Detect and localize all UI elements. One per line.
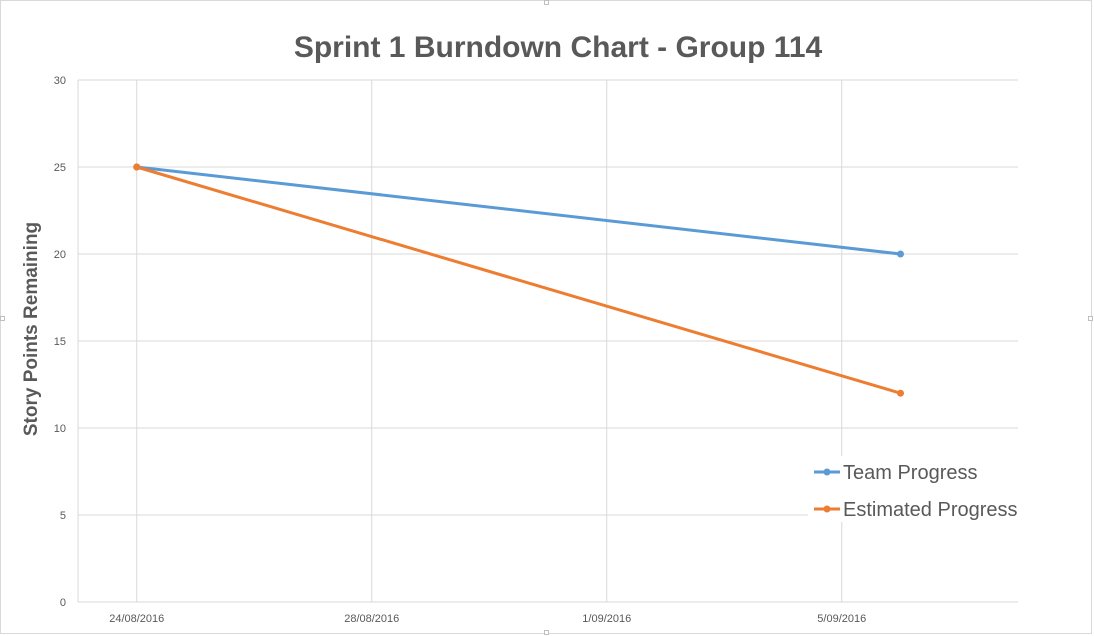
team-progress-point (897, 250, 904, 258)
y-tick-label: 25 (54, 162, 66, 174)
legend-marker-estimated-progress (823, 505, 831, 513)
legend-label-team-progress: Team Progress (843, 462, 978, 484)
axes (77, 80, 1018, 603)
resize-handle-left[interactable] (0, 316, 5, 321)
y-tick-label: 15 (54, 336, 66, 348)
estimated-progress-point (133, 163, 141, 171)
gridlines (78, 79, 1018, 602)
y-tick-label: 5 (60, 510, 66, 522)
resize-handle-top[interactable] (544, 0, 549, 5)
y-tick-labels: 0 5 10 15 20 25 30 (54, 75, 66, 609)
legend-marker-team-progress (823, 468, 831, 476)
estimated-progress-line (136, 165, 901, 395)
y-axis-label: Story Points Remaining (21, 222, 42, 436)
x-tick-label: 24/08/2016 (109, 613, 164, 625)
chart-title: Sprint 1 Burndown Chart - Group 114 (294, 31, 823, 64)
y-tick-label: 0 (60, 597, 66, 609)
resize-handle-bottom[interactable] (544, 630, 549, 635)
y-tick-label: 30 (54, 75, 66, 87)
legend-background (808, 456, 1048, 522)
x-tick-labels: 24/08/2016 28/08/2016 1/09/2016 5/09/2016 (109, 613, 866, 625)
team-progress-line (136, 165, 901, 256)
legend: Team Progress Estimated Progress (808, 456, 1048, 522)
resize-handle-right[interactable] (1088, 316, 1093, 321)
data-series (133, 163, 904, 397)
legend-label-estimated-progress: Estimated Progress (843, 499, 1018, 521)
y-tick-label: 10 (54, 423, 66, 435)
x-tick-label: 5/09/2016 (817, 613, 866, 625)
x-tick-label: 1/09/2016 (582, 613, 631, 625)
y-tick-label: 20 (54, 249, 66, 261)
x-tick-label: 28/08/2016 (344, 613, 399, 625)
estimated-progress-point (897, 389, 904, 397)
